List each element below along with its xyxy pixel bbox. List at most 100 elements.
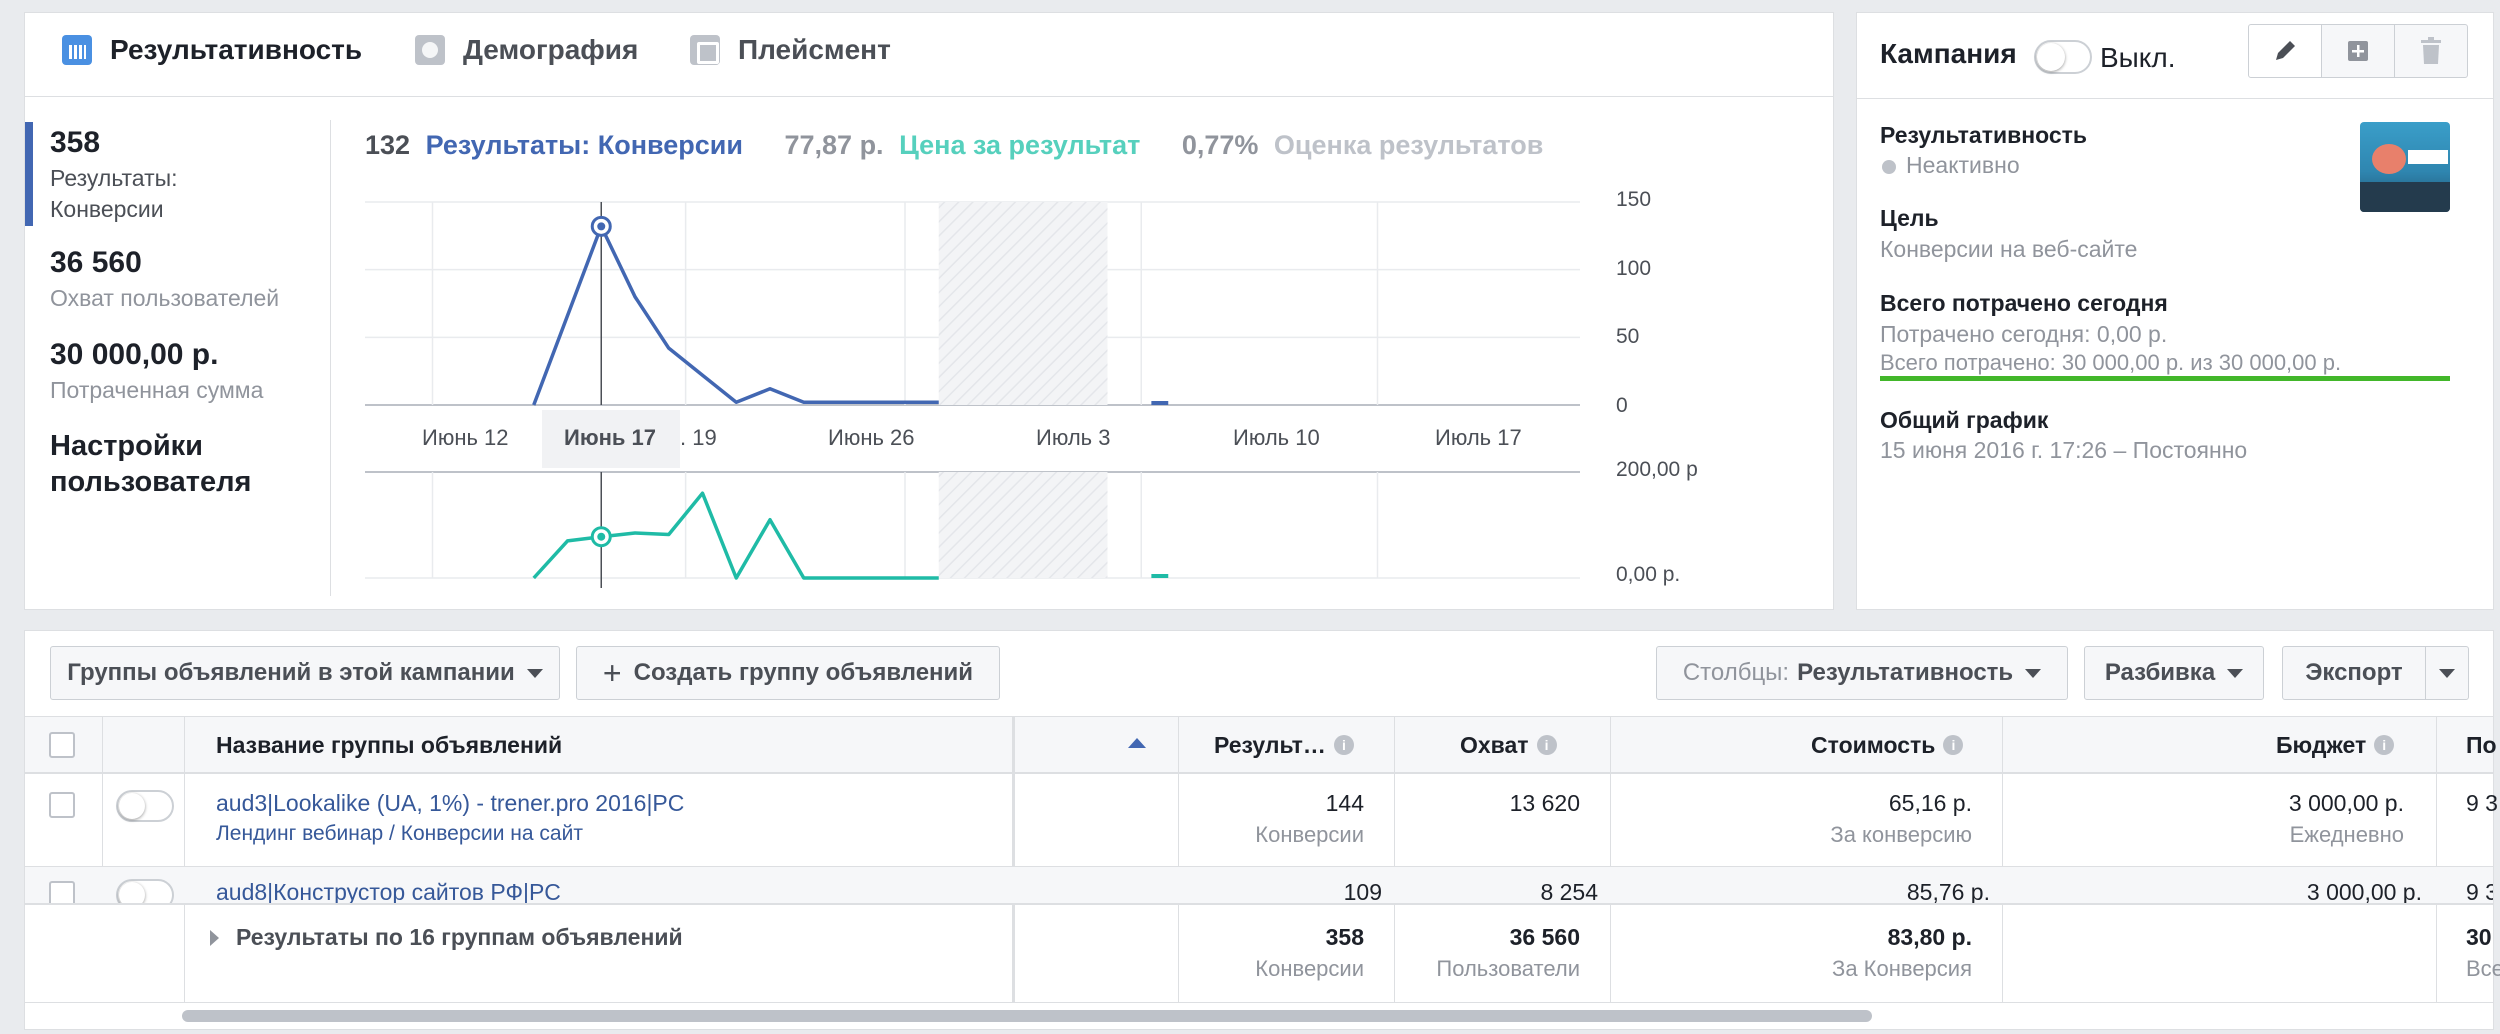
x-tick-july-10: Июль 10 [1233, 425, 1320, 450]
create-ad-group-label: Создать группу объявлений [633, 659, 974, 686]
totals-cost-sub: За Конверсия [1832, 956, 1972, 981]
columns-dropdown[interactable]: Столбцы: Результативность [1656, 646, 2068, 700]
totals-results: 358 [1325, 924, 1364, 950]
row-2-budget[interactable]: 3 000,00 р. [2306, 879, 2422, 903]
row-2-checkbox[interactable] [49, 881, 75, 903]
breakdown-dropdown[interactable]: Разбивка [2084, 646, 2264, 700]
export-options-dropdown[interactable] [2425, 646, 2469, 700]
col-sep-7 [2002, 716, 2003, 1002]
tab-demographics-label: Демография [463, 34, 639, 65]
col-sep-8 [2436, 716, 2437, 1002]
header-more[interactable]: По [2466, 731, 2497, 758]
trash-icon [2421, 37, 2441, 64]
people-icon [415, 35, 445, 65]
header-results-label: Результ… [1214, 731, 1326, 758]
row-2-more: 9 3 [2466, 879, 2493, 903]
tab-placement[interactable]: Плейсмент [690, 28, 891, 72]
thumbnail-banner-shape [2408, 150, 2448, 164]
campaign-perf-title: Результативность [1880, 122, 2088, 148]
totals-label[interactable]: Результаты по 16 группам объявлений [236, 924, 683, 950]
edit-button[interactable] [2248, 24, 2322, 78]
x-tick-july-3: Июль 3 [1036, 425, 1111, 450]
info-icon[interactable]: i [2374, 735, 2395, 755]
legend-cost-label[interactable]: Цена за результат [899, 130, 1141, 160]
row-2-toggle[interactable] [116, 879, 174, 903]
totals-more: 30 [2466, 924, 2492, 950]
totals-reach: 36 560 [1509, 924, 1580, 950]
totals-sep-1 [184, 905, 185, 1003]
header-name[interactable]: Название группы объявлений [216, 731, 563, 758]
reach-value[interactable]: 36 560 [50, 246, 142, 279]
create-ad-group-button[interactable]: + Создать группу объявлений [576, 646, 1000, 700]
totals-sep-3 [1178, 905, 1179, 1003]
totals-row [25, 903, 2493, 1003]
totals-reach-sub: Пользователи [1436, 956, 1580, 981]
x-tick-june-26: Июнь 26 [828, 425, 915, 450]
x-tick-june-12: Июнь 12 [422, 425, 509, 450]
chart-legend: 132 Результаты: Конверсии 77,87 р. Цена … [365, 130, 1543, 161]
thumbnail-base-shape [2360, 182, 2450, 212]
y-tick-0: 0 [1616, 394, 1628, 417]
tab-performance-label: Результативность [110, 34, 363, 65]
chevron-down-icon [526, 668, 543, 678]
row-1-subtitle[interactable]: Лендинг вебинар / Конверсии на сайт [216, 822, 583, 845]
row-1-budget[interactable]: 3 000,00 р. [2288, 790, 2404, 816]
header-cost[interactable]: Стоимость i [1811, 716, 1964, 774]
campaign-toggle[interactable] [2034, 40, 2092, 74]
header-budget[interactable]: Бюджет i [2276, 716, 2395, 774]
tabs-divider [25, 96, 1833, 97]
export-button[interactable]: Экспорт [2282, 646, 2426, 700]
row-1-more: 9 3 [2466, 790, 2498, 816]
expand-totals-icon[interactable] [210, 930, 219, 946]
x-tick-june-19-partial: . 19 [680, 425, 717, 450]
thumbnail-brain-shape [2372, 144, 2406, 174]
row-1-toggle[interactable] [116, 790, 174, 822]
bottom-shaded-area [938, 472, 1108, 578]
totals-cost: 83,80 р. [1887, 924, 1972, 950]
top-highlight-point-dot [597, 222, 606, 231]
selected-metric-bar [25, 122, 33, 226]
ad-groups-dropdown[interactable]: Группы объявлений в этой кампании [50, 646, 560, 700]
row-2-name[interactable]: aud8|Конструстор сайтов РФ|PC [216, 879, 561, 903]
performance-panel [24, 12, 1834, 610]
delete-button[interactable] [2394, 24, 2468, 78]
performance-chart[interactable] [0, 0, 1834, 600]
hovered-date-highlight [542, 410, 680, 468]
header-reach-label: Охват [1460, 731, 1529, 758]
y-tick-0-rub: 0,00 р. [1616, 563, 1681, 586]
spend-progress-fill [1880, 376, 2450, 381]
results-label-1: Результаты: [50, 165, 178, 191]
results-value[interactable]: 358 [50, 126, 101, 159]
legend-results-label[interactable]: Результаты: Конверсии [425, 130, 743, 160]
user-settings-line-1[interactable]: Настройки [50, 430, 204, 462]
chevron-down-icon [2439, 668, 2455, 678]
sort-ascending-icon[interactable] [1128, 738, 1146, 748]
row-1-results-sub: Конверсии [1255, 822, 1364, 847]
duplicate-button[interactable] [2321, 24, 2395, 78]
legend-score-label[interactable]: Оценка результатов [1273, 130, 1544, 160]
spent-value[interactable]: 30 000,00 р. [50, 338, 219, 371]
ad-thumbnail[interactable] [2360, 122, 2450, 212]
header-results[interactable]: Результ… i [1214, 716, 1354, 774]
totals-sep-7 [2436, 905, 2437, 1003]
tab-performance[interactable]: Результативность [62, 28, 362, 72]
col-sep-5 [1394, 716, 1395, 1002]
y-tick-200-rub: 200,00 р [1616, 458, 1698, 481]
row-1-checkbox[interactable] [49, 792, 75, 818]
goal-title: Цель [1880, 205, 1939, 231]
info-icon[interactable]: i [1536, 735, 1557, 755]
user-settings-line-2[interactable]: пользователя [50, 466, 252, 498]
header-budget-label: Бюджет [2276, 731, 2367, 758]
export-label: Экспорт [2305, 659, 2403, 686]
chart-top-series [532, 215, 1169, 406]
info-icon[interactable]: i [1943, 735, 1964, 755]
spent-today-title: Всего потрачено сегодня [1880, 290, 2168, 316]
top-shaded-area [938, 202, 1108, 405]
select-all-checkbox[interactable] [49, 732, 75, 758]
tab-demographics[interactable]: Демография [415, 28, 638, 72]
header-reach[interactable]: Охват i [1460, 716, 1557, 774]
top-series-line [532, 224, 939, 406]
horizontal-scrollbar-thumb[interactable] [182, 1010, 1872, 1022]
info-icon[interactable]: i [1333, 735, 1354, 755]
row-1-name[interactable]: aud3|Lookalike (UA, 1%) - trener.pro 201… [216, 790, 685, 816]
